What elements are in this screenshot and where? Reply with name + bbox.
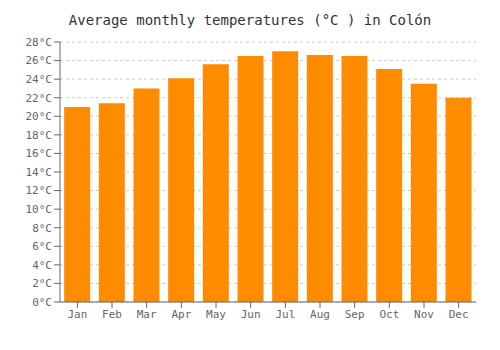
html-text:Average monthly temperatures (: Average monthly temperatures (°C ) in Co… xyxy=(68,12,432,28)
svg-text:Dec: Dec xyxy=(449,308,469,321)
svg-text:4°C: 4°C xyxy=(32,259,52,272)
svg-text:Mar: Mar xyxy=(137,308,157,321)
svg-text:8°C: 8°C xyxy=(32,222,52,235)
svg-text:Jul: Jul xyxy=(275,308,295,321)
svg-text:28°C: 28°C xyxy=(26,36,53,49)
svg-text:20°C: 20°C xyxy=(26,110,53,123)
svg-text:22°C: 22°C xyxy=(26,92,53,105)
svg-text:Apr: Apr xyxy=(171,308,191,321)
svg-text:Aug: Aug xyxy=(310,308,330,321)
svg-text:24°C: 24°C xyxy=(26,73,53,86)
svg-text:Oct: Oct xyxy=(379,308,399,321)
svg-text:6°C: 6°C xyxy=(32,240,52,253)
svg-text:Sep: Sep xyxy=(345,308,365,321)
svg-text:18°C: 18°C xyxy=(26,129,53,142)
svg-text:Feb: Feb xyxy=(102,308,122,321)
svg-text:Jun: Jun xyxy=(241,308,261,321)
svg-text:16°C: 16°C xyxy=(26,147,53,160)
svg-text:Jan: Jan xyxy=(67,308,87,321)
svg-text:2°C: 2°C xyxy=(32,277,52,290)
svg-text:0°C: 0°C xyxy=(32,296,52,309)
svg-text:26°C: 26°C xyxy=(26,54,53,67)
svg-text:14°C: 14°C xyxy=(26,166,53,179)
svg-text:12°C: 12°C xyxy=(26,184,53,197)
svg-text:10°C: 10°C xyxy=(26,203,53,216)
svg-text:May: May xyxy=(206,308,226,321)
svg-text:Nov: Nov xyxy=(414,308,434,321)
